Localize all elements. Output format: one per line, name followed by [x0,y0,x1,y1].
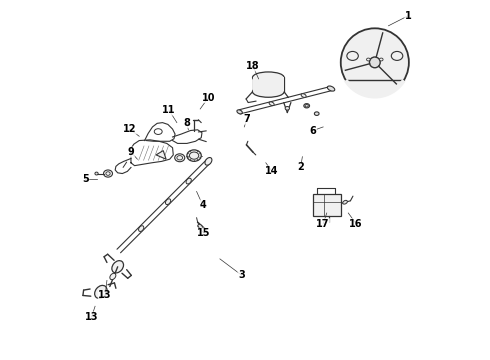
Ellipse shape [95,172,98,175]
Ellipse shape [237,110,243,114]
Ellipse shape [315,112,319,116]
Text: 2: 2 [297,162,304,172]
Text: 11: 11 [162,105,176,115]
Ellipse shape [392,51,403,60]
Ellipse shape [252,86,284,97]
Text: 18: 18 [246,61,260,71]
Ellipse shape [269,102,274,105]
Ellipse shape [301,94,306,98]
Text: 13: 13 [85,312,98,322]
Ellipse shape [343,201,347,204]
Ellipse shape [367,58,370,61]
Text: 9: 9 [127,147,134,157]
Ellipse shape [304,104,310,108]
Text: 3: 3 [238,270,245,280]
Text: 17: 17 [317,219,330,229]
Ellipse shape [103,170,113,177]
Ellipse shape [186,178,191,184]
Text: 5: 5 [82,174,89,184]
Text: 4: 4 [199,200,206,210]
Ellipse shape [198,224,202,229]
Ellipse shape [187,150,201,161]
Ellipse shape [112,261,123,273]
Text: 14: 14 [265,166,279,176]
Text: 8: 8 [183,118,190,128]
Ellipse shape [379,58,383,61]
Ellipse shape [341,28,409,96]
Text: 15: 15 [197,228,211,238]
Polygon shape [252,77,284,92]
Text: 13: 13 [98,291,112,301]
Text: 7: 7 [244,114,250,124]
Ellipse shape [369,57,380,68]
Text: 10: 10 [202,93,215,103]
Text: 1: 1 [405,11,412,21]
Ellipse shape [175,154,185,162]
Ellipse shape [285,107,290,110]
Ellipse shape [166,199,171,204]
Ellipse shape [110,273,116,280]
Ellipse shape [347,51,358,60]
Ellipse shape [252,72,284,83]
Bar [314,194,342,216]
Ellipse shape [139,226,144,231]
Ellipse shape [327,86,335,91]
Text: 16: 16 [349,219,363,229]
Polygon shape [156,150,166,159]
Ellipse shape [95,285,107,298]
Text: 12: 12 [123,124,136,134]
Ellipse shape [205,158,212,165]
Text: 6: 6 [310,126,317,135]
